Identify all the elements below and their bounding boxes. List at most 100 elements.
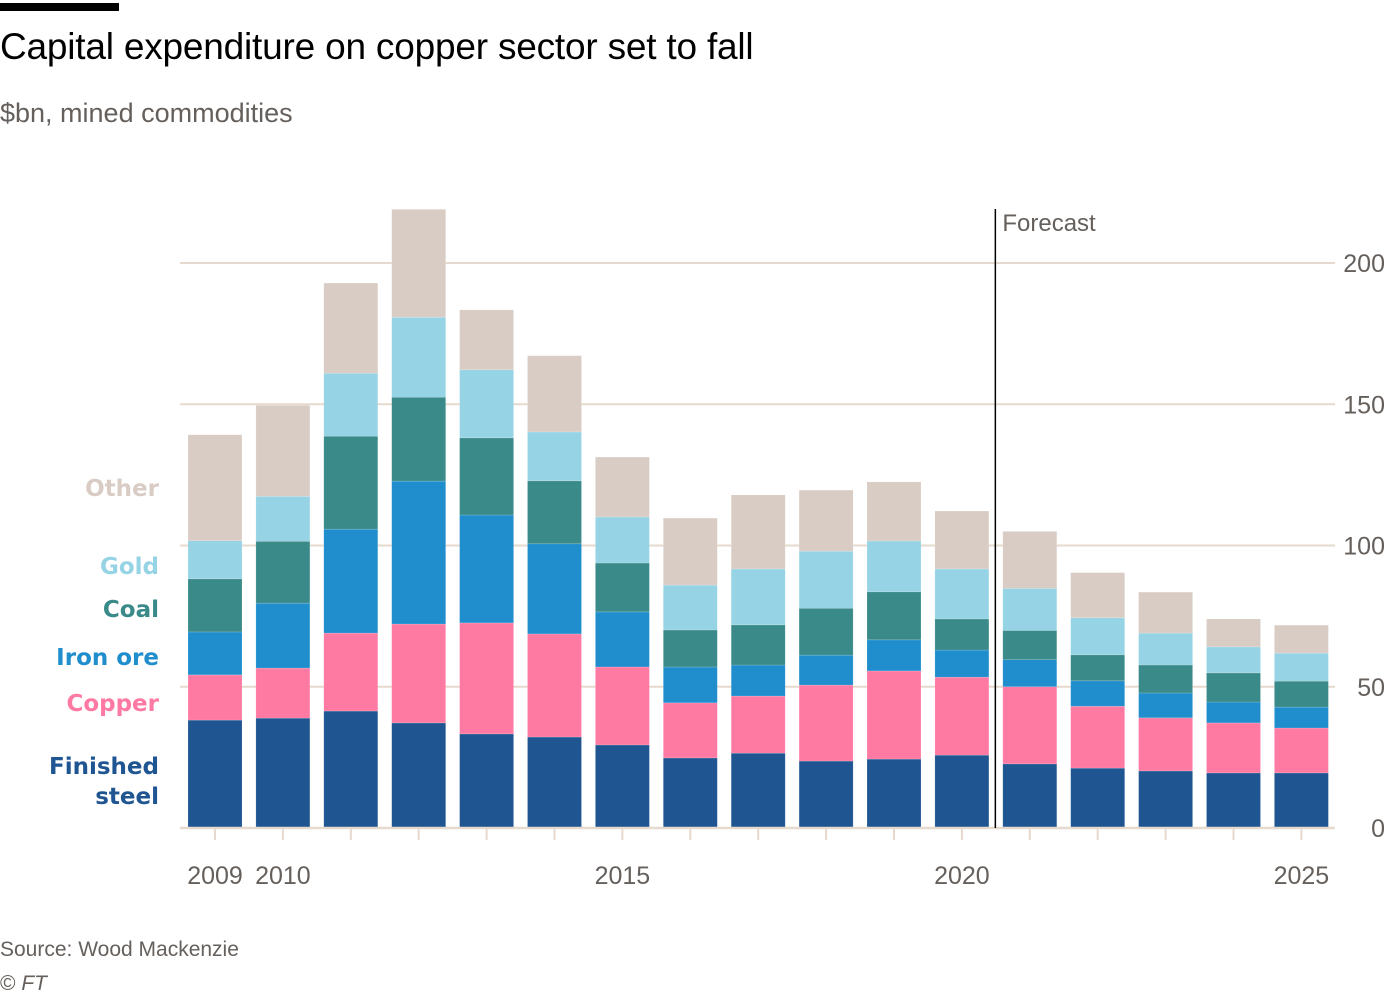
bar-segment-other-2020 bbox=[934, 510, 990, 570]
bar-segment-iron-ore-2022 bbox=[1070, 680, 1125, 707]
bar-group-2018 bbox=[798, 489, 854, 829]
bar-segment-finished-steel-2014 bbox=[527, 736, 582, 829]
bar-group-2022 bbox=[1070, 572, 1125, 829]
bar-segment-gold-2016 bbox=[662, 584, 718, 631]
bar-segment-gold-2009 bbox=[187, 540, 243, 580]
bar-segment-gold-2012 bbox=[391, 316, 447, 398]
bar-segment-iron-ore-2012 bbox=[391, 480, 447, 625]
bar-segment-other-2009 bbox=[187, 434, 243, 541]
bar-segment-copper-2020 bbox=[934, 676, 990, 756]
bar-segment-coal-2018 bbox=[798, 607, 854, 656]
bar-segment-coal-2025 bbox=[1274, 680, 1329, 708]
bar-group-2014 bbox=[527, 355, 582, 829]
bar-segment-iron-ore-2013 bbox=[459, 514, 514, 624]
x-axis: 2009 2010 2015 2020 2025 bbox=[180, 826, 1335, 890]
bar-segment-other-2010 bbox=[255, 405, 311, 497]
bar-segment-iron-ore-2018 bbox=[798, 654, 854, 686]
bar-segment-copper-2014 bbox=[527, 633, 582, 738]
bar-segment-copper-2023 bbox=[1138, 717, 1193, 772]
legend-label-coal: Coal bbox=[103, 597, 159, 623]
legend-label-finished-steel: steel bbox=[95, 784, 159, 810]
bar-segment-finished-steel-2023 bbox=[1138, 770, 1193, 829]
bar-segment-other-2023 bbox=[1138, 591, 1193, 634]
y-tick-label: 150 bbox=[1343, 391, 1385, 419]
bar-segment-finished-steel-2010 bbox=[255, 717, 311, 829]
bar-segment-finished-steel-2022 bbox=[1070, 767, 1125, 829]
x-tick-label: 2020 bbox=[934, 862, 990, 890]
bar-segment-coal-2013 bbox=[459, 437, 514, 516]
bar-segment-iron-ore-2016 bbox=[662, 666, 718, 704]
bar-segment-copper-2009 bbox=[187, 674, 243, 721]
copyright-owner: FT bbox=[21, 972, 47, 995]
bar-segment-finished-steel-2021 bbox=[1002, 763, 1058, 829]
bar-segment-coal-2017 bbox=[730, 624, 786, 666]
bar-segment-iron-ore-2009 bbox=[187, 631, 243, 676]
bar-segment-coal-2010 bbox=[255, 540, 311, 604]
bar-segment-finished-steel-2025 bbox=[1274, 772, 1329, 829]
bar-segment-other-2015 bbox=[595, 456, 650, 518]
bar-segment-gold-2014 bbox=[527, 431, 582, 482]
bar-segment-other-2016 bbox=[662, 517, 718, 586]
bar-segment-coal-2009 bbox=[187, 578, 243, 633]
bar-segment-coal-2020 bbox=[934, 618, 990, 651]
bar-segment-iron-ore-2021 bbox=[1002, 659, 1058, 688]
bar-group-2012 bbox=[391, 209, 447, 829]
x-tick-label: 2025 bbox=[1274, 862, 1330, 890]
x-tick-label: 2009 bbox=[187, 862, 243, 890]
bar-segment-other-2021 bbox=[1002, 531, 1058, 589]
bar-segment-iron-ore-2023 bbox=[1138, 692, 1193, 719]
bar-segment-finished-steel-2016 bbox=[662, 757, 718, 829]
bar-segment-gold-2023 bbox=[1138, 632, 1193, 666]
bar-group-2015 bbox=[595, 456, 650, 829]
bar-segment-iron-ore-2015 bbox=[595, 611, 650, 668]
bar-segment-iron-ore-2011 bbox=[323, 528, 379, 634]
chart-subtitle: $bn, mined commodities bbox=[0, 98, 293, 128]
bar-segment-gold-2018 bbox=[798, 550, 854, 609]
bar-segment-coal-2011 bbox=[323, 435, 379, 530]
bar-segment-other-2024 bbox=[1206, 618, 1261, 648]
bar-segment-other-2025 bbox=[1274, 624, 1329, 654]
bar-segment-other-2019 bbox=[866, 481, 922, 542]
bar-segment-copper-2010 bbox=[255, 667, 311, 719]
bar-group-2019 bbox=[866, 481, 922, 829]
bar-group-2011 bbox=[323, 282, 379, 829]
bar-segment-copper-2025 bbox=[1274, 727, 1329, 774]
bar-segment-finished-steel-2013 bbox=[459, 733, 514, 829]
bar-segment-coal-2022 bbox=[1070, 654, 1125, 682]
bar-segment-iron-ore-2010 bbox=[255, 602, 311, 669]
y-tick-label: 100 bbox=[1343, 533, 1385, 561]
bar-segment-coal-2014 bbox=[527, 480, 582, 545]
bar-segment-other-2014 bbox=[527, 355, 582, 433]
bar-group-2023 bbox=[1138, 591, 1193, 829]
bar-segment-gold-2019 bbox=[866, 540, 922, 593]
bar-segment-coal-2023 bbox=[1138, 664, 1193, 694]
bar-segment-other-2018 bbox=[798, 489, 854, 552]
bar-segment-finished-steel-2024 bbox=[1206, 772, 1261, 829]
bar-segment-finished-steel-2012 bbox=[391, 722, 447, 829]
bar-segment-gold-2010 bbox=[255, 496, 311, 542]
bar-segment-copper-2017 bbox=[730, 695, 786, 754]
stacked-bar-chart: 2009 2010 2015 2020 2025 0 50 100 150 200 Finish… bbox=[49, 209, 1385, 890]
bar-segment-iron-ore-2014 bbox=[527, 543, 582, 635]
y-tick-label: 50 bbox=[1357, 674, 1385, 702]
legend-label-gold: Gold bbox=[100, 554, 159, 580]
bar-segment-other-2012 bbox=[391, 209, 447, 318]
bar-segment-finished-steel-2015 bbox=[595, 744, 650, 829]
bar-segment-gold-2021 bbox=[1002, 588, 1058, 631]
copyright-symbol: © bbox=[0, 972, 16, 995]
bar-segment-iron-ore-2020 bbox=[934, 649, 990, 678]
bar-segment-finished-steel-2011 bbox=[323, 710, 379, 829]
legend-label-other: Other bbox=[85, 476, 160, 502]
bar-segment-copper-2019 bbox=[866, 670, 922, 760]
bar-group-2009 bbox=[187, 434, 243, 829]
legend-label-iron-ore: Iron ore bbox=[56, 645, 159, 671]
bar-segment-finished-steel-2009 bbox=[187, 719, 243, 829]
bar-group-2024 bbox=[1206, 618, 1261, 829]
bar-group-2021 bbox=[1002, 531, 1058, 829]
bar-segment-copper-2022 bbox=[1070, 705, 1125, 769]
legend: Finished steel Copper Iron ore Coal Gold Other bbox=[49, 476, 160, 810]
y-tick-label: 0 bbox=[1371, 815, 1385, 843]
source-note: Source: Wood Mackenzie bbox=[0, 938, 239, 961]
x-tick-label: 2010 bbox=[255, 862, 311, 890]
bar-segment-gold-2024 bbox=[1206, 646, 1261, 674]
